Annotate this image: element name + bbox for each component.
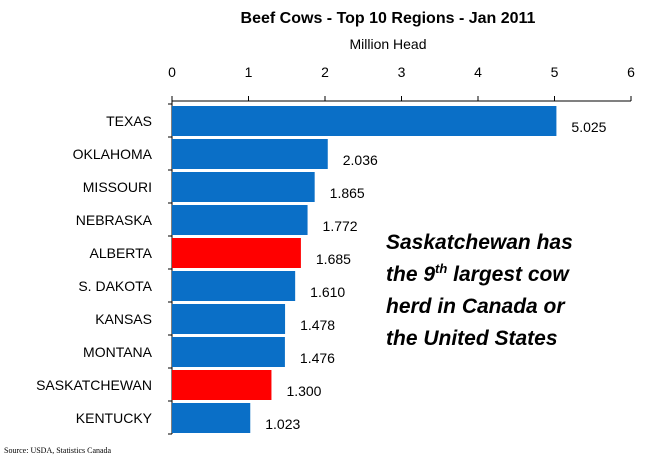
data-label: 1.476 — [300, 350, 335, 366]
x-tick-label: 3 — [398, 64, 406, 80]
bar-s-dakota — [172, 271, 296, 301]
category-label: S. DAKOTA — [78, 278, 152, 294]
x-tick-label: 4 — [474, 64, 482, 80]
category-label: MISSOURI — [83, 179, 152, 195]
data-label: 1.478 — [300, 317, 335, 333]
bar-kansas — [172, 304, 286, 334]
x-tick-label: 5 — [551, 64, 559, 80]
annotation-line-2: the 9th largest cow — [386, 261, 570, 286]
category-label: KANSAS — [95, 311, 152, 327]
annotation-line-3: herd in Canada or — [386, 295, 566, 318]
category-label: TEXAS — [106, 113, 152, 129]
x-tick-label: 6 — [627, 64, 635, 80]
bar-kentucky — [172, 403, 251, 433]
data-label: 2.036 — [343, 152, 378, 168]
category-label: MONTANA — [83, 344, 153, 360]
data-label: 1.772 — [323, 218, 358, 234]
annotation-superscript: th — [435, 261, 447, 276]
x-tick-label: 0 — [168, 64, 176, 80]
bars: TEXAS 5.025 OKLAHOMA 2.036 MISSOURI 1.865 NEBR… — [36, 106, 607, 433]
annotation-line-1: Saskatchewan has — [386, 231, 573, 254]
bar-missouri — [172, 172, 315, 202]
category-label: SASKATCHEWAN — [36, 377, 152, 393]
data-label: 1.865 — [330, 185, 365, 201]
annotation-line-2-suffix: largest cow — [447, 263, 570, 286]
annotation: Saskatchewan has the 9th largest cow her… — [386, 231, 573, 350]
data-label: 1.300 — [286, 383, 321, 399]
x-tick-label: 2 — [321, 64, 329, 80]
data-label: 1.685 — [316, 251, 351, 267]
category-label: NEBRASKA — [76, 212, 153, 228]
bar-nebraska — [172, 205, 308, 235]
chart-title: Beef Cows - Top 10 Regions - Jan 2011 — [241, 10, 536, 27]
x-tick-label: 1 — [245, 64, 253, 80]
data-label: 1.610 — [310, 284, 345, 300]
bar-alberta — [172, 238, 301, 268]
bar-saskatchewan — [172, 370, 272, 400]
annotation-line-2-prefix: the 9 — [386, 263, 435, 286]
bar-texas — [172, 106, 557, 136]
chart-subtitle: Million Head — [349, 36, 426, 52]
data-label: 5.025 — [571, 119, 606, 135]
bar-montana — [172, 337, 285, 367]
data-label: 1.023 — [265, 416, 300, 432]
category-label: OKLAHOMA — [73, 146, 153, 162]
category-label: ALBERTA — [89, 245, 152, 261]
source-note: Source: USDA, Statistics Canada — [4, 446, 112, 455]
bar-oklahoma — [172, 139, 328, 169]
annotation-line-4: the United States — [386, 327, 558, 350]
category-label: KENTUCKY — [76, 410, 153, 426]
